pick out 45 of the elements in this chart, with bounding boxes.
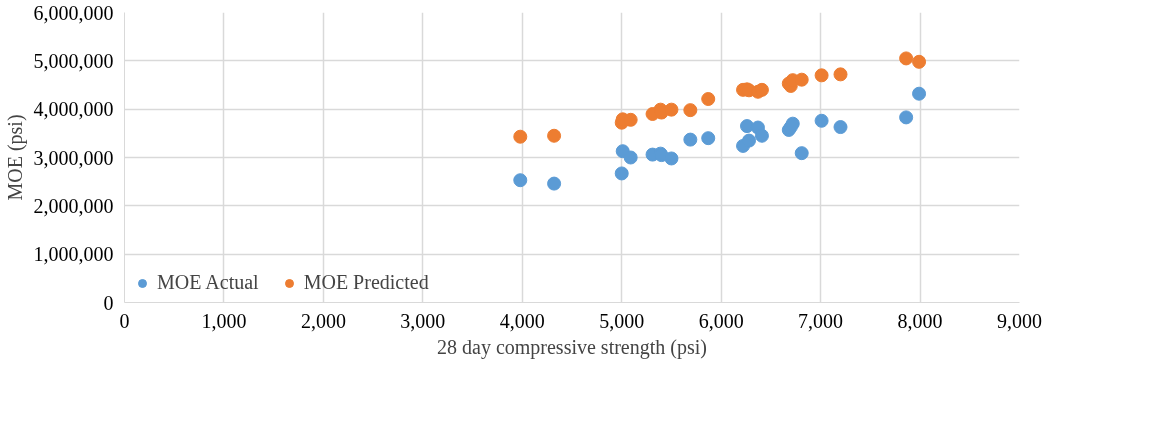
x-tick-label: 9,000 [997, 309, 1042, 332]
y-tick-label: 4,000,000 [33, 98, 114, 121]
y-tick-label: 3,000,000 [33, 146, 114, 169]
point [833, 120, 848, 135]
point [701, 92, 716, 106]
x-tick-label: 5,000 [599, 309, 645, 332]
point [623, 150, 638, 165]
point [912, 54, 927, 69]
x-axis-title: 28 day compressive strength (psi) [437, 335, 707, 359]
y-tick-label: 2,000,000 [33, 194, 114, 217]
point [742, 133, 757, 148]
y-tick-label: 5,000,000 [33, 49, 114, 72]
point [547, 176, 562, 191]
point [794, 146, 809, 161]
x-tick-label: 8,000 [897, 309, 943, 332]
point [664, 102, 679, 117]
point [614, 166, 629, 181]
x-tick-label: 1,000 [201, 309, 247, 332]
point [814, 68, 829, 83]
point [664, 151, 679, 166]
point [683, 132, 698, 147]
x-tick-label: 4,000 [499, 309, 545, 332]
y-tick-label: 1,000,000 [33, 243, 114, 266]
point [513, 129, 528, 144]
x-tick-label: 3,000 [400, 309, 446, 332]
x-tick-label: 0 [119, 309, 130, 332]
y-tick-label: 0 [103, 291, 114, 314]
point [833, 67, 848, 82]
point [513, 173, 528, 188]
x-tick-label: 7,000 [798, 309, 844, 332]
x-tick-label: 6,000 [698, 309, 744, 332]
point [899, 110, 914, 125]
x-tick-label: 2,000 [300, 309, 346, 332]
point [701, 131, 716, 146]
point [912, 86, 927, 101]
point [683, 103, 698, 118]
y-tick-label: 6,000,000 [33, 1, 114, 24]
point [785, 116, 800, 131]
y-axis-title: MOE (psi) [3, 114, 27, 201]
point [547, 128, 562, 143]
legend-label: MOE Actual [157, 271, 259, 294]
legend-label: MOE Predicted [303, 271, 429, 294]
point [899, 51, 914, 66]
point [754, 128, 769, 143]
point [814, 113, 829, 128]
